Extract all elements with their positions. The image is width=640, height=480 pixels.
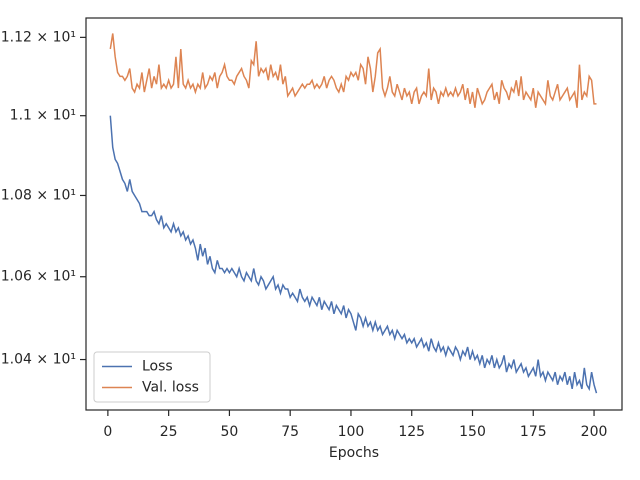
x-tick-label: 75 [281, 424, 299, 440]
series-line [109, 115, 598, 394]
y-tick-label: 1.1 × 10¹ [10, 108, 76, 124]
x-tick-label: 100 [338, 424, 365, 440]
x-tick-label: 200 [581, 424, 608, 440]
y-tick-label: 1.12 × 10¹ [1, 29, 76, 45]
plot-frame [85, 17, 623, 411]
x-tick-label: 150 [459, 424, 486, 440]
legend-label: Val. loss [142, 380, 199, 396]
legend-box [93, 351, 211, 403]
x-tick-label: 50 [221, 424, 239, 440]
legend-label: Loss [142, 359, 173, 375]
y-tick-label: 1.04 × 10¹ [1, 352, 76, 368]
x-tick-label: 125 [398, 424, 425, 440]
y-tick-label: 1.08 × 10¹ [1, 187, 76, 203]
series-line [109, 33, 597, 108]
x-tick-label: 0 [103, 424, 112, 440]
x-axis-label: Epochs [329, 445, 379, 461]
y-tick-label: 1.06 × 10¹ [1, 269, 76, 285]
x-tick-label: 25 [160, 424, 178, 440]
x-tick-label: 175 [520, 424, 547, 440]
